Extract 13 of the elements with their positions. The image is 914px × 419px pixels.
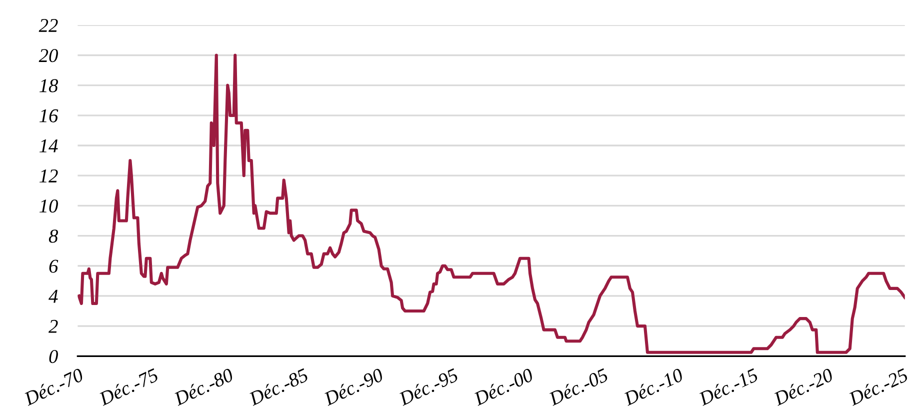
y-tick-label: 12 [39,169,58,182]
y-tick-label: 10 [39,200,58,213]
y-tick-label: 22 [38,19,58,32]
y-tick-label: 18 [39,79,58,92]
y-tick-label: 8 [48,230,58,243]
y-tick-label: 14 [39,139,58,152]
y-tick-label: 16 [39,109,58,122]
y-tick-label: 0 [49,350,58,364]
y-tick-label: 2 [48,320,58,333]
y-tick-label: 4 [48,290,58,303]
y-tick-label: 20 [38,49,58,62]
line-series [78,54,905,354]
y-tick-label: 6 [49,260,58,273]
